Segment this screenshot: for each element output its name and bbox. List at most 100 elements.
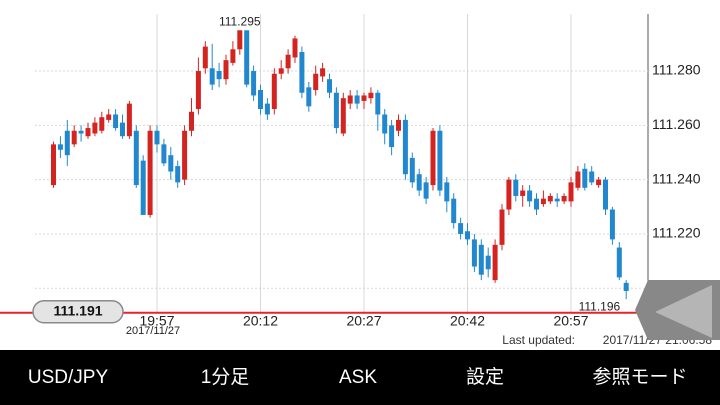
- candle-body: [451, 198, 457, 224]
- high-annotation: 111.295: [219, 14, 261, 28]
- candle-body: [458, 223, 464, 234]
- candle-body: [609, 209, 615, 240]
- candle-body: [244, 30, 250, 85]
- candle-body: [92, 122, 98, 134]
- candle-body: [306, 87, 312, 107]
- candle-body: [320, 68, 326, 77]
- candle-body: [465, 231, 470, 240]
- candle-body: [582, 168, 588, 188]
- candle-body: [313, 73, 319, 91]
- x-date-label: 2017/11/27: [126, 325, 180, 337]
- candle-body: [416, 174, 422, 191]
- candle-body: [389, 125, 395, 148]
- candle-body: [402, 119, 408, 175]
- candle-body: [499, 209, 505, 245]
- candle-body: [299, 52, 305, 93]
- candle-body: [409, 157, 415, 183]
- candle-body: [368, 92, 374, 99]
- x-tick-label: 20:42: [450, 313, 485, 329]
- y-tick-label: 111.240: [652, 170, 701, 186]
- candle-body: [258, 90, 263, 110]
- toolbar-item[interactable]: 設定: [466, 366, 504, 388]
- candle-body: [396, 119, 401, 131]
- candle-body: [161, 144, 167, 164]
- x-tick-label: 19:57: [139, 313, 174, 329]
- candle-body: [506, 179, 512, 210]
- toolbar-item[interactable]: USD/JPY: [28, 367, 109, 388]
- toolbar-item[interactable]: 参照モード: [592, 366, 687, 388]
- candle-body: [554, 198, 560, 202]
- toolbar-item[interactable]: 1分足: [201, 366, 250, 388]
- candle-body: [51, 144, 56, 186]
- candle-body: [278, 68, 284, 74]
- candle-body: [603, 179, 608, 210]
- candle-body: [423, 182, 429, 199]
- candle-body: [251, 71, 257, 96]
- x-tick-label: 20:12: [243, 313, 278, 329]
- candle-body: [596, 179, 602, 186]
- candle-body: [154, 130, 160, 145]
- candle-body: [237, 30, 243, 50]
- candle-body: [492, 244, 498, 281]
- candle-body: [126, 103, 132, 137]
- candle-body: [64, 130, 70, 156]
- candle-body: [175, 166, 181, 183]
- candle-body: [147, 130, 153, 215]
- candle-body: [575, 171, 581, 188]
- candle-body: [430, 130, 436, 186]
- candle-body: [520, 190, 526, 196]
- candle-body: [616, 247, 622, 278]
- candle-body: [189, 111, 194, 131]
- last-updated-label: Last updated:: [502, 333, 575, 347]
- candle-body: [209, 68, 215, 85]
- candle-body: [333, 92, 339, 129]
- candle-body: [285, 54, 291, 69]
- scroll-arrow[interactable]: [655, 285, 712, 338]
- candle-body: [354, 95, 360, 104]
- x-tick-label: 20:27: [346, 313, 381, 329]
- candle-body: [534, 198, 539, 210]
- y-tick-label: 111.220: [652, 225, 701, 241]
- candle-body: [99, 117, 105, 131]
- candle-body: [444, 182, 450, 202]
- toolbar: [0, 350, 720, 405]
- candle-body: [120, 122, 125, 137]
- candle-body: [382, 114, 388, 134]
- candle-body: [216, 71, 222, 80]
- toolbar-item[interactable]: ASK: [339, 367, 377, 388]
- candle-body: [292, 38, 298, 58]
- low-annotation: 111.196: [579, 299, 621, 313]
- y-tick-label: 111.260: [652, 116, 701, 132]
- candle-body: [485, 255, 491, 270]
- candle-body: [340, 98, 346, 134]
- candle-body: [195, 71, 201, 110]
- candle-body: [106, 114, 112, 120]
- x-tick-label: 20:57: [553, 313, 588, 329]
- candle-body: [540, 198, 546, 205]
- candle-body: [547, 195, 553, 202]
- candle-body: [561, 195, 567, 202]
- candle-body: [589, 171, 595, 183]
- candle-body: [133, 130, 139, 186]
- candle-body: [182, 130, 188, 180]
- candle-body: [57, 144, 63, 150]
- candle-body: [78, 130, 84, 134]
- current-price-label: 111.191: [53, 302, 102, 318]
- candle-body: [230, 49, 236, 63]
- candle-body: [527, 190, 533, 202]
- candle-body: [375, 92, 381, 115]
- candle-body: [264, 103, 270, 115]
- y-tick-label: 111.280: [652, 62, 701, 78]
- candle-body: [513, 179, 519, 196]
- candle-body: [478, 244, 484, 275]
- candle-body: [85, 128, 91, 137]
- candle-body: [437, 130, 443, 191]
- candle-body: [623, 282, 629, 291]
- candle-body: [140, 160, 146, 215]
- candle-body: [271, 73, 277, 110]
- candle-body: [327, 79, 332, 93]
- candle-body: [168, 155, 174, 172]
- current-price-pill: [32, 299, 124, 324]
